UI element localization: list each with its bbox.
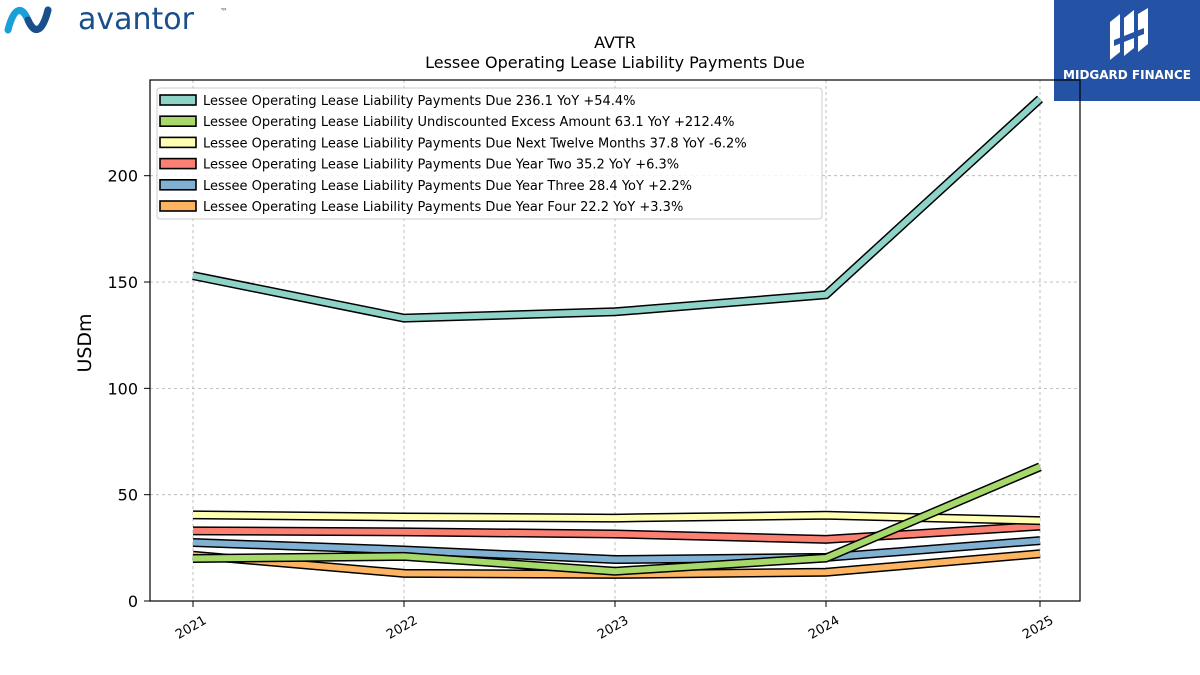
series-lines xyxy=(192,95,1044,579)
avantor-wave-icon xyxy=(4,6,52,34)
y-tick-label: 100 xyxy=(107,379,138,398)
series-line xyxy=(192,96,1043,322)
series-line xyxy=(192,464,1042,575)
legend-swatch xyxy=(159,136,197,149)
midgard-monogram-icon xyxy=(1110,8,1148,60)
series-line xyxy=(192,537,1041,563)
legend-label: Lessee Operating Lease Liability Undisco… xyxy=(203,115,734,130)
x-tick-label: 2023 xyxy=(595,613,631,643)
legend-label: Lessee Operating Lease Liability Payment… xyxy=(203,94,636,109)
legend-label: Lessee Operating Lease Liability Payment… xyxy=(203,179,692,194)
axis-ticks: 0 50 100 150 200 2021 2022 2023 2024 2025 xyxy=(107,167,1056,643)
legend-box xyxy=(156,87,823,220)
series-line xyxy=(192,511,1041,524)
x-tick-label: 2024 xyxy=(806,613,842,643)
avantor-logo-text: avantor xyxy=(78,2,195,37)
midgard-finance-logo: MIDGARD FINANCE xyxy=(1054,0,1200,101)
legend-swatch xyxy=(159,157,197,170)
avantor-logo: avantor ™ xyxy=(4,2,228,37)
legend-label: Lessee Operating Lease Liability Payment… xyxy=(203,158,679,173)
y-axis-label: USDm xyxy=(74,313,96,372)
avantor-trademark: ™ xyxy=(220,7,228,16)
legend-swatch xyxy=(159,200,197,212)
legend-swatch xyxy=(159,179,197,191)
legend: Lessee Operating Lease Liability Payment… xyxy=(156,87,823,220)
y-tick-label: 50 xyxy=(118,486,138,505)
y-tick-label: 150 xyxy=(107,273,138,292)
midgard-logo-text: MIDGARD FINANCE xyxy=(1063,68,1191,82)
legend-swatch xyxy=(159,94,197,106)
legend-label: Lessee Operating Lease Liability Payment… xyxy=(203,136,747,151)
x-tick-label: 2021 xyxy=(173,613,209,643)
chart-subtitle: Lessee Operating Lease Liability Payment… xyxy=(425,53,805,72)
x-tick-label: 2025 xyxy=(1020,613,1056,643)
y-tick-label: 0 xyxy=(128,592,138,611)
y-tick-label: 200 xyxy=(107,167,138,186)
legend-label: Lessee Operating Lease Liability Payment… xyxy=(203,200,683,215)
series-line xyxy=(192,523,1041,543)
chart-title: AVTR xyxy=(594,33,636,52)
x-tick-label: 2022 xyxy=(384,613,420,643)
legend-swatch xyxy=(159,115,197,127)
